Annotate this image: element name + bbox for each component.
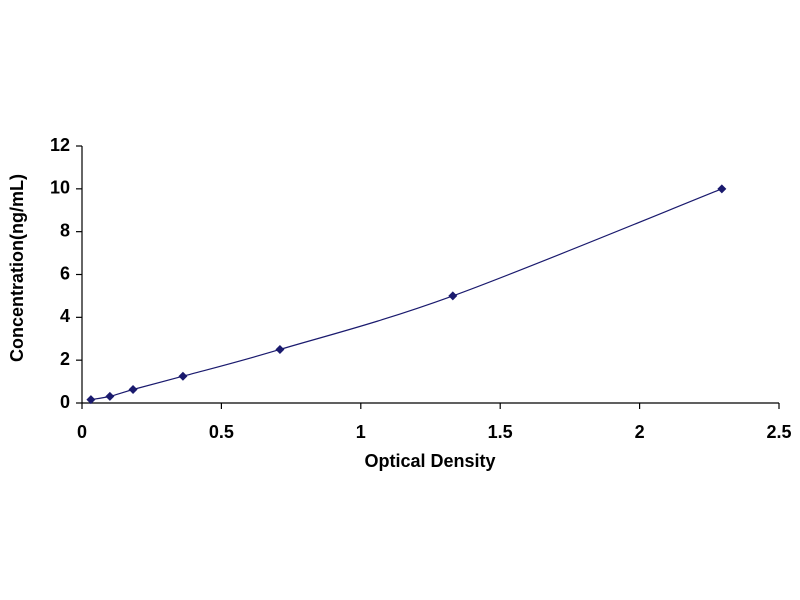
x-tick-label: 1 <box>356 422 366 442</box>
x-tick-label: 0 <box>77 422 87 442</box>
x-tick-label: 2.5 <box>766 422 791 442</box>
y-tick-label: 10 <box>50 178 70 198</box>
data-point <box>178 371 188 381</box>
fit-line <box>90 188 723 401</box>
data-point <box>275 344 285 354</box>
x-axis-label: Optical Density <box>364 451 495 471</box>
x-tick-label: 0.5 <box>209 422 234 442</box>
y-tick-label: 0 <box>60 392 70 412</box>
y-tick-label: 8 <box>60 220 70 240</box>
data-point <box>717 184 727 194</box>
y-tick-label: 2 <box>60 349 70 369</box>
y-axis-label: Concentration(ng/mL) <box>7 174 27 362</box>
y-tick-label: 4 <box>60 306 70 326</box>
x-tick-label: 2 <box>635 422 645 442</box>
y-tick-label: 12 <box>50 135 70 155</box>
y-tick-label: 6 <box>60 263 70 283</box>
data-point <box>448 291 458 301</box>
data-point <box>128 385 138 395</box>
data-point <box>105 391 115 401</box>
data-point <box>86 395 96 405</box>
x-tick-label: 1.5 <box>488 422 513 442</box>
